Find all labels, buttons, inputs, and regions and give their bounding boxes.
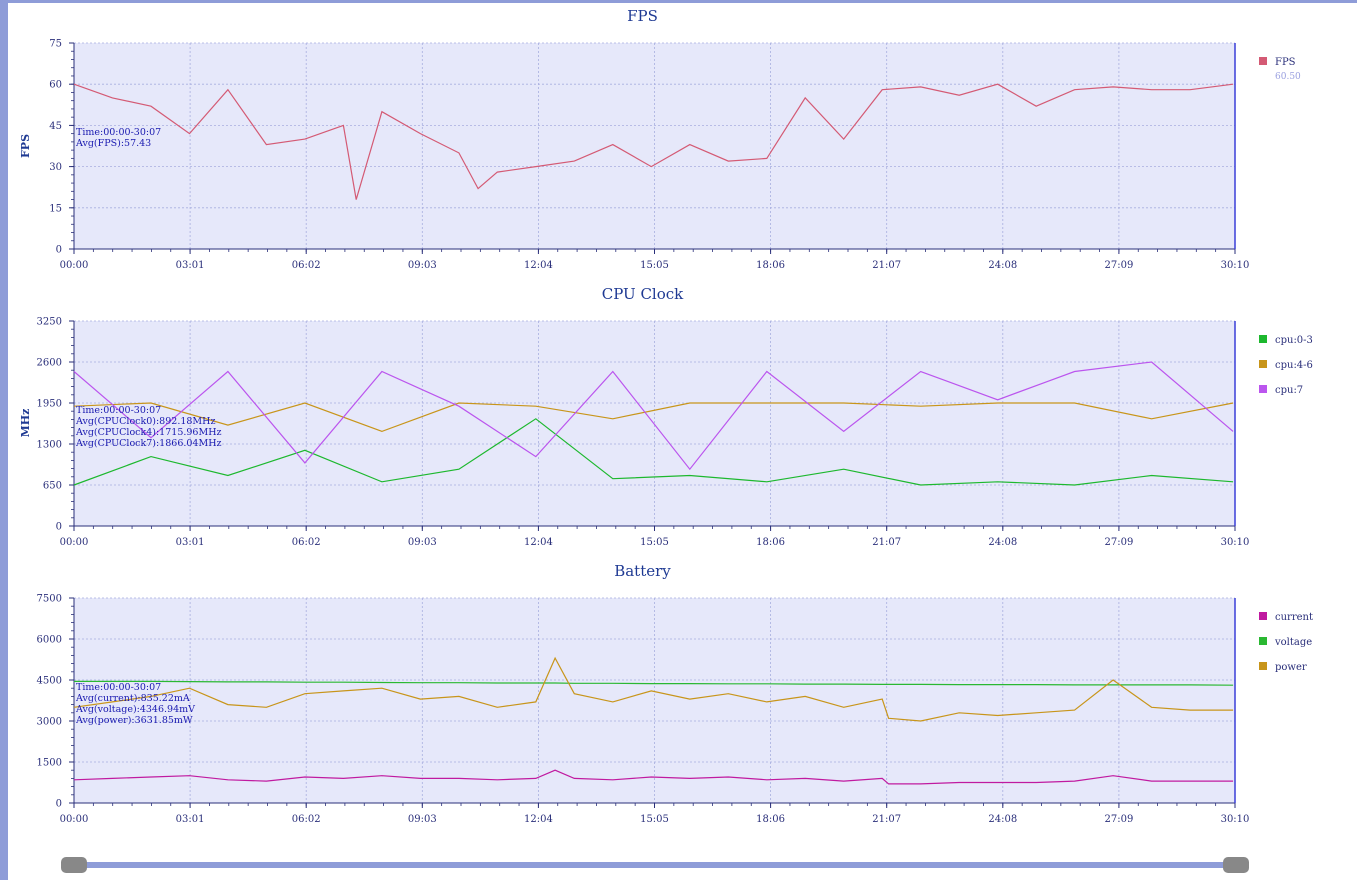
x-tick-label: 18:06 xyxy=(756,260,785,271)
y-tick-label: 0 xyxy=(56,245,62,256)
chart-2: CPU Clock 0 650 1300 1950 2600 3250 00:00 03:01 0… xyxy=(19,285,1313,548)
legend-value: 60.50 xyxy=(1275,72,1301,82)
info-annotation: Avg(CPUClock4):1715.96MHz xyxy=(75,427,222,438)
x-tick-label: 27:09 xyxy=(1104,260,1133,271)
legend-label[interactable]: power xyxy=(1275,662,1307,673)
x-tick-label: 30:10 xyxy=(1221,537,1250,548)
x-tick-label: 21:07 xyxy=(872,537,901,548)
info-annotation: Avg(CPUClock7):1866.04MHz xyxy=(75,438,222,449)
plot-area xyxy=(74,598,1235,803)
series-line-cpu-0-3 xyxy=(73,418,1234,486)
y-axis-label: MHz xyxy=(19,409,32,438)
y-tick-label: 6000 xyxy=(37,635,62,646)
series-line-FPS xyxy=(73,83,1234,200)
x-tick-label: 00:00 xyxy=(60,537,89,548)
x-tick-label: 30:10 xyxy=(1221,814,1250,825)
series-line-voltage xyxy=(74,680,1234,686)
x-tick-label: 24:08 xyxy=(988,260,1017,271)
x-tick-label: 12:04 xyxy=(524,260,553,271)
x-tick-label: 09:03 xyxy=(408,537,437,548)
window-frame-left xyxy=(0,0,8,880)
x-tick-label: 06:02 xyxy=(292,814,321,825)
y-tick-label: 650 xyxy=(43,481,62,492)
chart-title: FPS xyxy=(627,7,658,25)
x-tick-label: 18:06 xyxy=(756,537,785,548)
legend-label[interactable]: current xyxy=(1275,612,1313,623)
legend-swatch[interactable] xyxy=(1259,57,1267,65)
x-tick-label: 21:07 xyxy=(872,814,901,825)
y-tick-label: 7500 xyxy=(37,594,62,605)
y-tick-label: 2600 xyxy=(37,358,62,369)
chart-1: FPS 0 15 30 45 60 75 00:00 03:01 06:02 09:03 12:04 1… xyxy=(19,7,1301,271)
x-tick-label: 24:08 xyxy=(988,537,1017,548)
y-tick-label: 1500 xyxy=(37,758,62,769)
legend-swatch[interactable] xyxy=(1259,662,1267,670)
info-annotation: Avg(voltage):4346.94mV xyxy=(75,704,195,715)
info-annotation: Avg(CPUClock0):892.18MHz xyxy=(75,416,215,427)
y-tick-label: 3000 xyxy=(37,717,62,728)
x-tick-label: 03:01 xyxy=(176,260,205,271)
series-line-power xyxy=(73,656,1234,722)
series-line-cpu-7 xyxy=(73,361,1234,471)
series-line-current xyxy=(73,769,1234,785)
x-tick-label: 12:04 xyxy=(524,814,553,825)
time-range-end-handle[interactable] xyxy=(1223,857,1249,873)
y-tick-label: 4500 xyxy=(37,676,62,687)
legend-label[interactable]: FPS xyxy=(1275,57,1296,68)
time-range-start-handle[interactable] xyxy=(61,857,87,873)
y-tick-label: 75 xyxy=(49,39,62,50)
x-tick-label: 06:02 xyxy=(292,260,321,271)
legend-label[interactable]: voltage xyxy=(1274,637,1312,648)
y-tick-label: 0 xyxy=(56,799,62,810)
x-tick-label: 15:05 xyxy=(640,537,669,548)
y-tick-label: 0 xyxy=(56,522,62,533)
chart-title: CPU Clock xyxy=(602,285,684,303)
x-tick-label: 21:07 xyxy=(872,260,901,271)
legend-swatch[interactable] xyxy=(1259,360,1267,368)
legend-swatch[interactable] xyxy=(1259,335,1267,343)
info-annotation: Time:00:00-30:07 xyxy=(76,405,161,416)
y-tick-label: 3250 xyxy=(37,317,62,328)
window-frame-top xyxy=(0,0,1357,3)
info-annotation: Time:00:00-30:07 xyxy=(76,127,161,138)
x-tick-label: 03:01 xyxy=(176,537,205,548)
y-tick-label: 60 xyxy=(49,80,62,91)
x-tick-label: 00:00 xyxy=(60,814,89,825)
legend-swatch[interactable] xyxy=(1259,612,1267,620)
x-tick-label: 06:02 xyxy=(292,537,321,548)
x-tick-label: 09:03 xyxy=(408,260,437,271)
time-range-slider-track[interactable] xyxy=(66,862,1246,868)
x-tick-label: 15:05 xyxy=(640,260,669,271)
y-axis-label: FPS xyxy=(19,134,32,158)
x-tick-label: 27:09 xyxy=(1104,537,1133,548)
chart-title: Battery xyxy=(614,562,671,580)
info-annotation: Time:00:00-30:07 xyxy=(76,682,161,693)
legend-label[interactable]: cpu:4-6 xyxy=(1275,360,1313,371)
x-tick-label: 03:01 xyxy=(176,814,205,825)
x-tick-label: 09:03 xyxy=(408,814,437,825)
legend-label[interactable]: cpu:7 xyxy=(1275,385,1303,396)
y-tick-label: 30 xyxy=(49,162,62,173)
x-tick-label: 00:00 xyxy=(60,260,89,271)
chart-3: Battery 0 1500 3000 4500 6000 7500 00:00 03:01 06… xyxy=(37,562,1313,825)
x-tick-label: 15:05 xyxy=(640,814,669,825)
x-tick-label: 24:08 xyxy=(988,814,1017,825)
series-line-cpu-4-6 xyxy=(73,402,1234,433)
y-tick-label: 1300 xyxy=(37,440,62,451)
legend-swatch[interactable] xyxy=(1259,637,1267,645)
y-tick-label: 15 xyxy=(49,203,62,214)
info-annotation: Avg(current):835.22mA xyxy=(75,693,190,704)
y-tick-label: 45 xyxy=(49,121,62,132)
x-tick-label: 12:04 xyxy=(524,537,553,548)
plot-area xyxy=(74,43,1235,249)
info-annotation: Avg(power):3631.85mW xyxy=(75,715,193,726)
info-annotation: Avg(FPS):57.43 xyxy=(75,138,151,149)
x-tick-label: 27:09 xyxy=(1104,814,1133,825)
x-tick-label: 30:10 xyxy=(1221,260,1250,271)
y-tick-label: 1950 xyxy=(37,399,62,410)
legend-label[interactable]: cpu:0-3 xyxy=(1275,335,1313,346)
x-tick-label: 18:06 xyxy=(756,814,785,825)
legend-swatch[interactable] xyxy=(1259,385,1267,393)
